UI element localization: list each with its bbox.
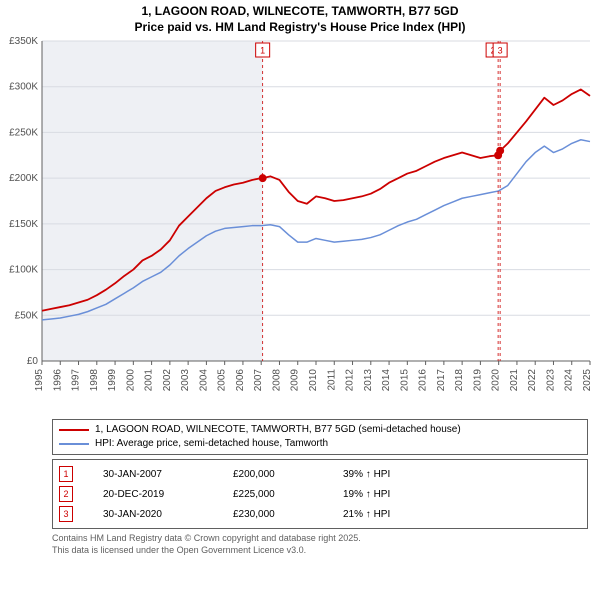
legend-item-2: HPI: Average price, semi-detached house,…: [59, 437, 581, 451]
svg-text:1: 1: [260, 46, 265, 56]
legend-item-1: 1, LAGOON ROAD, WILNECOTE, TAMWORTH, B77…: [59, 423, 581, 437]
svg-text:2000: 2000: [125, 369, 136, 392]
event-date: 30-JAN-2020: [103, 509, 203, 520]
svg-text:2022: 2022: [527, 369, 538, 392]
svg-text:1995: 1995: [34, 369, 45, 392]
legend-swatch-1: [59, 429, 89, 431]
event-delta: 19% ↑ HPI: [343, 489, 390, 500]
chart-container: 1, LAGOON ROAD, WILNECOTE, TAMWORTH, B77…: [0, 0, 600, 590]
svg-text:2010: 2010: [308, 369, 319, 392]
event-badge: 2: [59, 486, 73, 502]
svg-text:£250K: £250K: [9, 128, 38, 139]
svg-text:2014: 2014: [381, 369, 392, 392]
svg-text:£150K: £150K: [9, 219, 38, 230]
svg-text:2025: 2025: [582, 369, 593, 392]
footer-line2: This data is licensed under the Open Gov…: [52, 545, 588, 557]
svg-text:2003: 2003: [180, 369, 191, 392]
svg-text:£300K: £300K: [9, 82, 38, 93]
event-price: £225,000: [233, 489, 313, 500]
svg-text:2004: 2004: [198, 369, 209, 392]
event-badge: 1: [59, 466, 73, 482]
svg-text:2015: 2015: [399, 369, 410, 392]
footer-line1: Contains HM Land Registry data © Crown c…: [52, 533, 588, 545]
svg-text:2008: 2008: [271, 369, 282, 392]
title-line2: Price paid vs. HM Land Registry's House …: [0, 20, 600, 36]
legend-label-2: HPI: Average price, semi-detached house,…: [95, 437, 328, 451]
svg-text:2018: 2018: [454, 369, 465, 392]
event-row: 1 30-JAN-2007 £200,000 39% ↑ HPI: [59, 464, 581, 484]
svg-text:£350K: £350K: [9, 36, 38, 47]
svg-text:£50K: £50K: [15, 310, 39, 321]
svg-text:2011: 2011: [326, 369, 337, 391]
event-price: £230,000: [233, 509, 313, 520]
svg-text:2002: 2002: [162, 369, 173, 392]
svg-text:2017: 2017: [436, 369, 447, 392]
svg-text:2012: 2012: [345, 369, 356, 392]
legend-label-1: 1, LAGOON ROAD, WILNECOTE, TAMWORTH, B77…: [95, 423, 461, 437]
svg-text:1999: 1999: [107, 369, 118, 392]
svg-text:2020: 2020: [491, 369, 502, 392]
svg-text:£100K: £100K: [9, 265, 38, 276]
svg-text:2001: 2001: [144, 369, 155, 392]
event-delta: 21% ↑ HPI: [343, 509, 390, 520]
line-chart: £0 £50K £100K £150K £200K £250K £300K £350K 1995…: [0, 35, 600, 415]
svg-text:£200K: £200K: [9, 173, 38, 184]
svg-text:3: 3: [498, 46, 503, 56]
event-date: 20-DEC-2019: [103, 489, 203, 500]
legend-swatch-2: [59, 443, 89, 445]
svg-text:1998: 1998: [89, 369, 100, 392]
footer: Contains HM Land Registry data © Crown c…: [52, 533, 588, 556]
svg-text:2009: 2009: [290, 369, 301, 392]
legend: 1, LAGOON ROAD, WILNECOTE, TAMWORTH, B77…: [52, 419, 588, 455]
events-table: 1 30-JAN-2007 £200,000 39% ↑ HPI 2 20-DEC-201…: [52, 459, 588, 529]
title-line1: 1, LAGOON ROAD, WILNECOTE, TAMWORTH, B77…: [0, 4, 600, 20]
event-delta: 39% ↑ HPI: [343, 469, 390, 480]
event-row: 2 20-DEC-2019 £225,000 19% ↑ HPI: [59, 484, 581, 504]
svg-text:1997: 1997: [71, 369, 82, 392]
event-price: £200,000: [233, 469, 313, 480]
svg-text:2023: 2023: [545, 369, 556, 392]
svg-text:2019: 2019: [472, 369, 483, 392]
svg-text:2021: 2021: [509, 369, 520, 392]
svg-text:2013: 2013: [363, 369, 374, 392]
svg-text:1996: 1996: [52, 369, 63, 392]
event-badge: 3: [59, 506, 73, 522]
chart-title: 1, LAGOON ROAD, WILNECOTE, TAMWORTH, B77…: [0, 0, 600, 35]
svg-text:£0: £0: [27, 356, 39, 367]
chart-area: £0 £50K £100K £150K £200K £250K £300K £350K 1995…: [0, 35, 600, 415]
svg-text:2016: 2016: [418, 369, 429, 392]
event-row: 3 30-JAN-2020 £230,000 21% ↑ HPI: [59, 504, 581, 524]
svg-text:2005: 2005: [217, 369, 228, 392]
svg-text:2024: 2024: [564, 369, 575, 392]
svg-text:2006: 2006: [235, 369, 246, 392]
svg-text:2007: 2007: [253, 369, 264, 392]
event-date: 30-JAN-2007: [103, 469, 203, 480]
